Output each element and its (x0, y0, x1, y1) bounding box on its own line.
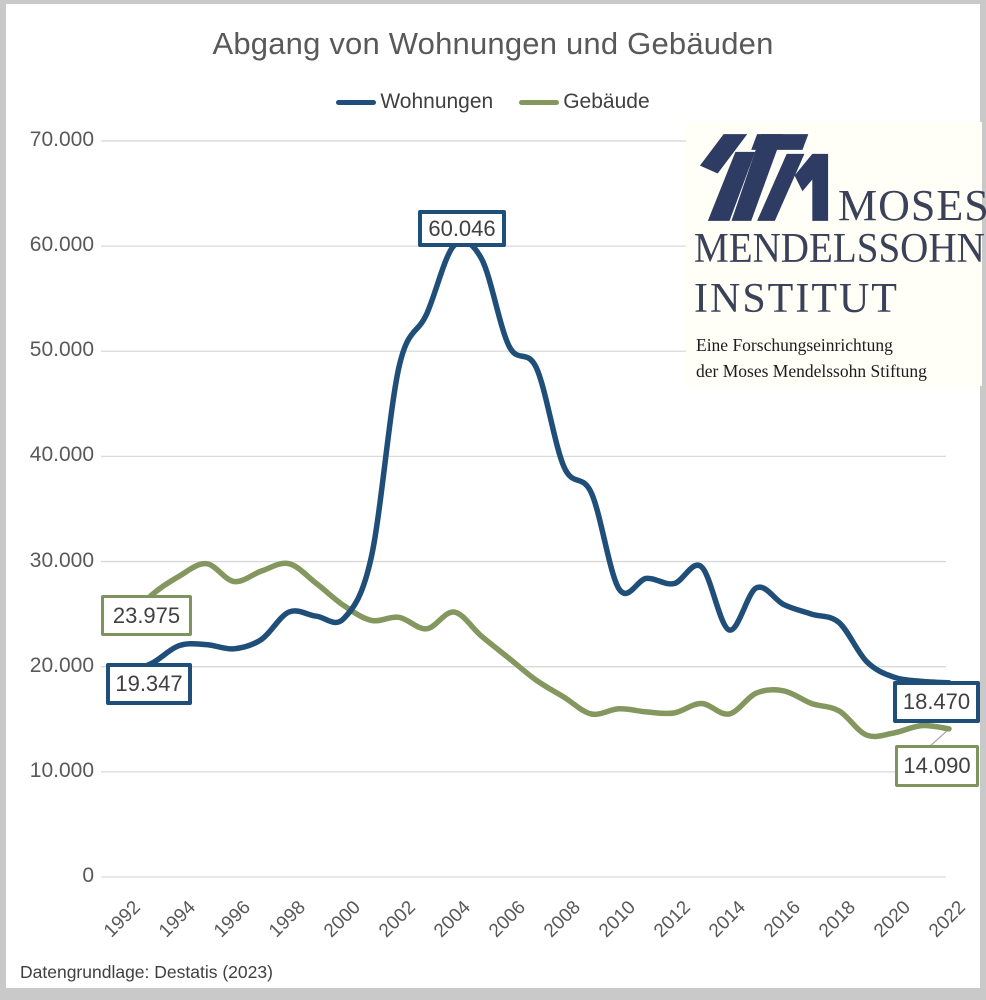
annotation-wohnungen-2022: 18.470 (893, 681, 980, 723)
gebaeude-line-swatch-icon (519, 99, 560, 105)
logo-subtitle-line1: Eine Forschungseinrichtung (696, 335, 893, 355)
annotation-wohnungen-peak: 60.046 (418, 210, 506, 247)
logo-text-mendelssohn: MENDELSSOHN (694, 226, 985, 272)
logo-subtitle-line2: der Moses Mendelssohn Stiftung (696, 361, 927, 382)
chart-title: Abgang von Wohnungen und Gebäuden (212, 26, 774, 61)
legend-item-gebaeude: Gebäude (519, 90, 650, 114)
annotation-gebaeude-2022: 14.090 (895, 745, 979, 787)
legend-label-wohnungen: Wohnungen (380, 90, 494, 113)
series-line-gebäude (121, 560, 952, 740)
y-axis-label: 30.000 (29, 548, 94, 572)
y-axis-label: 50.000 (29, 338, 94, 362)
y-axis-label: 10.000 (29, 758, 94, 782)
annotation-value: 14.090 (903, 753, 971, 778)
logo-text-moses: MOSES (838, 181, 986, 230)
y-axis-label: 70.000 (29, 127, 94, 151)
annotation-value: 18.470 (902, 689, 971, 714)
y-axis-label: 40.000 (29, 443, 94, 467)
series-line-wohnungen (121, 238, 952, 686)
annotation-value: 60.046 (428, 215, 496, 241)
legend-label-gebaeude: Gebäude (563, 90, 650, 113)
y-axis-label: 60.000 (29, 233, 94, 257)
mmi-logo-glyph-icon (699, 134, 829, 221)
y-axis-label: 0 (82, 864, 94, 887)
annotation-value: 19.347 (115, 671, 183, 696)
wohnungen-line-swatch-icon (336, 99, 377, 105)
logo-subtitle: Eine Forschungseinrichtung der Moses Men… (696, 332, 927, 385)
y-axis-label: 20.000 (29, 653, 94, 677)
source-note: Datengrundlage: Destatis (2023) (20, 962, 273, 982)
chart-legend: Wohnungen Gebäude (6, 90, 980, 114)
mmi-logo: MOSES MENDELSSOHN INSTITUT Eine Forschun… (686, 122, 986, 386)
legend-item-wohnungen: Wohnungen (336, 90, 493, 114)
annotation-value: 23.975 (112, 602, 181, 628)
chart-canvas: Abgang von Wohnungen und Gebäuden Wohnun… (6, 4, 986, 988)
logo-text-institut: INSTITUT (694, 276, 899, 322)
annotation-wohnungen-1992: 19.347 (106, 663, 192, 705)
annotation-gebaeude-1992: 23.975 (101, 595, 192, 636)
